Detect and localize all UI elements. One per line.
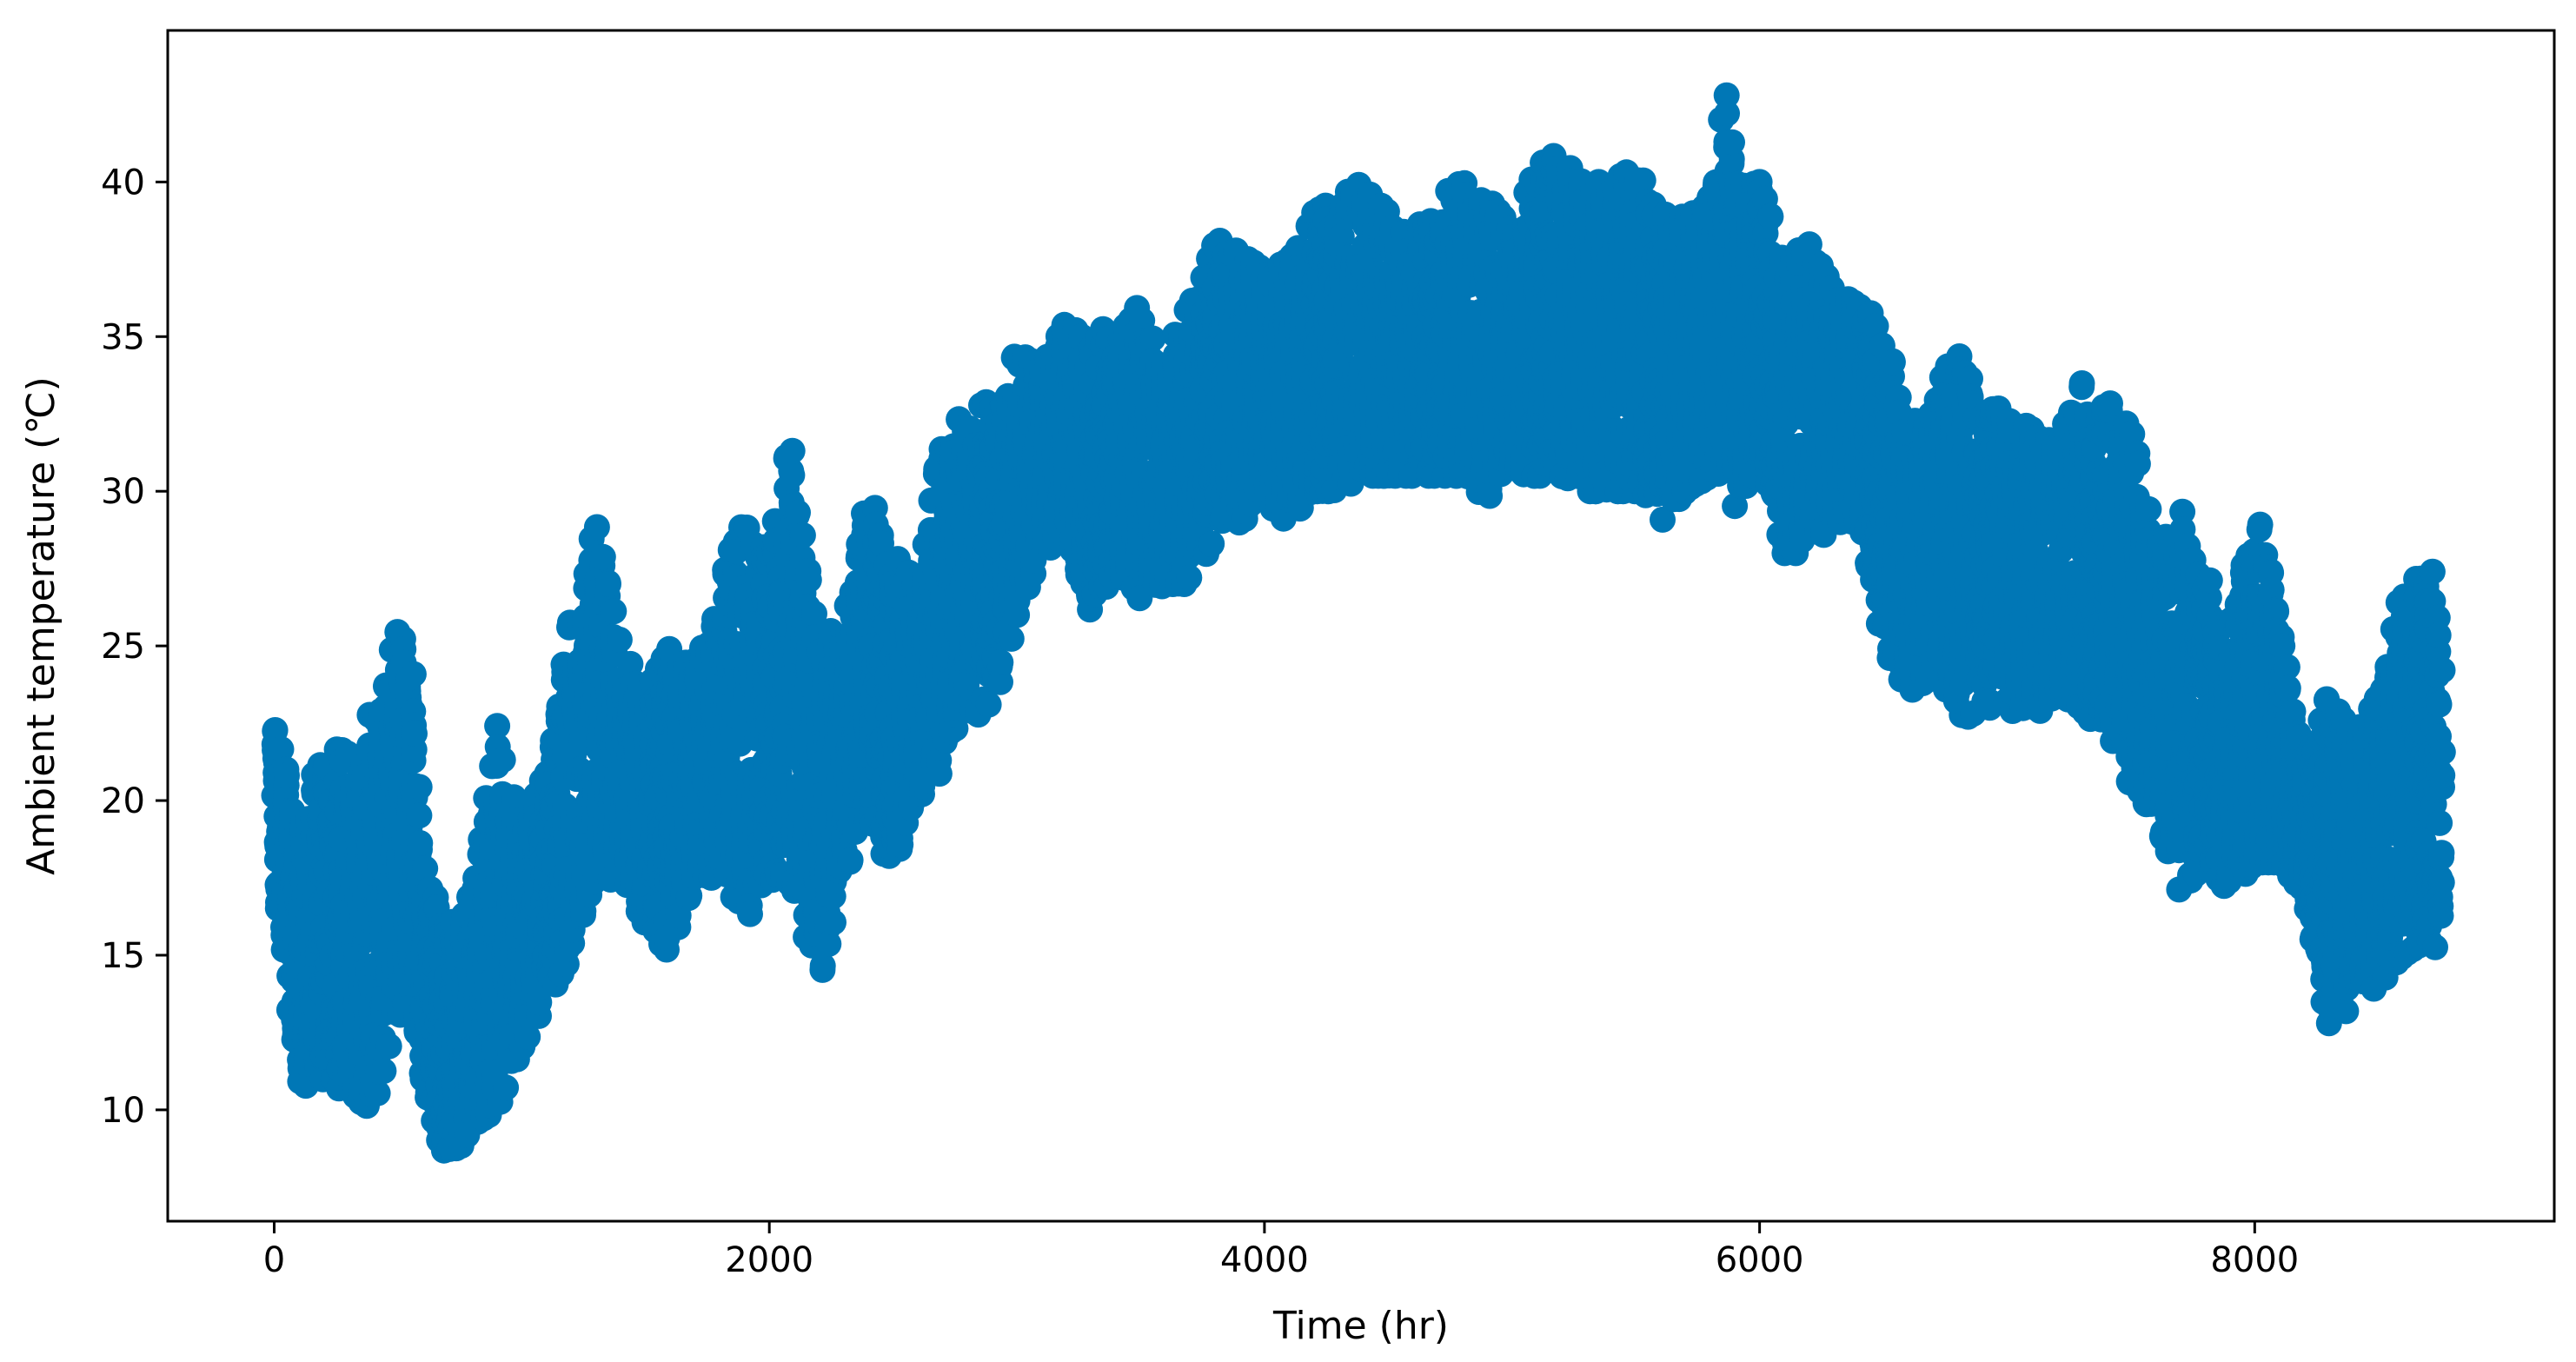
data-point xyxy=(837,847,864,874)
data-point xyxy=(975,691,1002,718)
data-point xyxy=(489,747,516,774)
data-point xyxy=(402,721,428,747)
data-point xyxy=(887,831,914,858)
data-point xyxy=(364,1080,391,1106)
data-point xyxy=(583,514,610,541)
data-point xyxy=(493,1074,520,1101)
data-point xyxy=(406,802,433,829)
data-point xyxy=(1198,530,1225,557)
data-point xyxy=(926,761,953,787)
data-point xyxy=(407,830,434,856)
data-point xyxy=(809,953,836,980)
data-point xyxy=(779,462,806,488)
data-point xyxy=(370,1058,397,1085)
data-point xyxy=(1176,564,1203,591)
data-point xyxy=(601,598,627,625)
data-point xyxy=(268,736,295,762)
data-point xyxy=(1139,325,1166,352)
data-point xyxy=(998,625,1025,652)
data-point xyxy=(274,762,300,789)
data-point xyxy=(375,1033,402,1060)
data-point xyxy=(406,774,433,801)
data-point xyxy=(595,571,621,597)
data-point xyxy=(412,855,439,882)
data-point xyxy=(589,543,616,570)
data-point xyxy=(606,627,633,653)
data-points xyxy=(261,82,2456,1164)
data-point xyxy=(987,649,1014,675)
data-point xyxy=(820,909,846,936)
data-point xyxy=(785,499,811,526)
data-point xyxy=(779,437,806,464)
data-point xyxy=(737,900,763,927)
data-point xyxy=(400,661,427,688)
data-point xyxy=(789,522,816,548)
data-point xyxy=(795,567,822,594)
data-point xyxy=(815,931,842,957)
